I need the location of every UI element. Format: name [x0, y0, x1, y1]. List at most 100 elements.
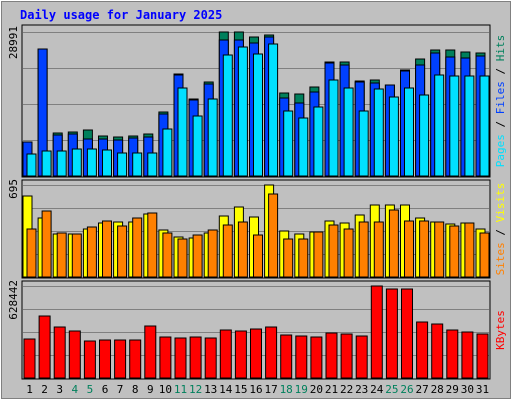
pages-bar — [449, 75, 460, 177]
x-tick-label: 27 — [415, 383, 428, 396]
kbytes-bar — [68, 330, 81, 379]
kbytes-bar — [144, 325, 157, 379]
sites-bar — [147, 212, 158, 278]
legend-separator: / — [494, 222, 507, 242]
pages-bar — [388, 96, 399, 177]
x-tick-label: 30 — [461, 383, 474, 396]
bottom-panel: 628442 KBytes — [7, 280, 507, 380]
kbytes-bar — [295, 335, 308, 379]
kbytes-bar — [23, 338, 36, 379]
kbytes-bar — [385, 288, 398, 379]
kbytes-bar — [476, 333, 489, 379]
x-tick-label: 1 — [26, 383, 33, 396]
kbytes-bar — [461, 331, 474, 379]
x-tick-label: 3 — [56, 383, 63, 396]
x-tick-label: 17 — [264, 383, 277, 396]
x-tick-label: 25 — [385, 383, 398, 396]
pages-bar — [419, 94, 430, 177]
sites-bar — [313, 231, 324, 278]
sites-bar — [86, 226, 97, 278]
sites-bar — [117, 225, 128, 278]
kbytes-bar — [204, 337, 217, 379]
pages-bar — [71, 148, 82, 177]
x-tick-label: 20 — [310, 383, 323, 396]
kbytes-bar — [159, 336, 172, 379]
top-ymax-label: 28991 — [7, 26, 20, 59]
sites-bar — [207, 229, 218, 278]
pages-bar — [373, 88, 384, 177]
chart-title: Daily usage for January 2025 — [20, 8, 222, 22]
pages-bar — [283, 110, 294, 177]
x-tick-label: 6 — [102, 383, 109, 396]
legend-sites: Sites — [494, 242, 507, 275]
pages-bar — [56, 150, 67, 177]
kbytes-bar — [99, 339, 111, 379]
kbytes-bar — [114, 339, 127, 379]
pages-bar — [358, 110, 369, 177]
pages-bar — [404, 87, 414, 177]
kbytes-bar — [129, 339, 142, 379]
sites-bar — [253, 234, 263, 278]
pages-bar — [132, 152, 143, 177]
x-tick-label: 5 — [87, 383, 94, 396]
kbytes-bar — [431, 323, 444, 379]
x-axis-labels: 1 2 3 4 5 6 7 8 9 10 11 12 13 14 15 16 17 18 19 20 21 22 23 24 2… — [26, 383, 489, 396]
kbytes-bar — [340, 333, 353, 379]
x-tick-label: 19 — [295, 383, 308, 396]
pages-bar — [102, 149, 112, 177]
sites-bar — [449, 225, 460, 278]
pages-bar — [86, 148, 97, 177]
sites-bar — [343, 228, 354, 278]
bottom-bars — [23, 285, 489, 379]
middle-ymax-label: 695 — [7, 179, 20, 199]
kbytes-bar — [401, 288, 413, 379]
middle-bars — [22, 184, 490, 278]
x-tick-label: 24 — [370, 383, 384, 396]
kbytes-bar — [265, 326, 278, 379]
pages-bar — [268, 43, 279, 177]
middle-right-legend: Sites / Visits — [494, 183, 507, 276]
legend-visits: Visits — [494, 183, 507, 223]
pages-bar — [162, 128, 173, 177]
sites-bar — [268, 193, 279, 278]
top-bars — [22, 31, 490, 177]
pages-bar — [298, 117, 309, 177]
pages-bar — [434, 74, 445, 177]
kbytes-bar — [325, 332, 338, 379]
pages-bar — [26, 153, 37, 177]
sites-bar — [464, 222, 475, 278]
legend-hits: Hits — [494, 35, 507, 62]
x-tick-label: 28 — [431, 383, 444, 396]
sites-bar — [71, 233, 82, 278]
x-tick-label: 4 — [71, 383, 78, 396]
sites-bar — [358, 221, 369, 278]
legend-separator: / — [494, 61, 507, 81]
x-tick-label: 26 — [400, 383, 413, 396]
sites-bar — [41, 210, 52, 278]
kbytes-bar — [310, 336, 323, 379]
kbytes-bar — [370, 285, 383, 379]
pages-bar — [222, 54, 233, 177]
sites-bar — [298, 238, 309, 278]
kbytes-bar — [234, 330, 247, 379]
x-tick-label: 12 — [189, 383, 202, 396]
x-tick-label: 9 — [147, 383, 154, 396]
kbytes-bar — [219, 329, 232, 379]
kbytes-bar — [83, 340, 96, 379]
kbytes-bar — [446, 329, 459, 379]
sites-bar — [283, 238, 294, 278]
pages-bar — [479, 75, 490, 177]
legend-kbytes: KBytes — [494, 310, 507, 350]
middle-panel: 695 Sites / Visits — [7, 179, 507, 279]
pages-bar — [313, 106, 324, 177]
pages-bar — [464, 75, 475, 177]
sites-bar — [222, 224, 233, 278]
sites-bar — [177, 238, 188, 278]
kbytes-bar — [355, 335, 368, 379]
sites-bar — [479, 232, 490, 278]
sites-bar — [404, 220, 414, 278]
x-tick-label: 15 — [234, 383, 247, 396]
sites-bar — [328, 224, 339, 278]
